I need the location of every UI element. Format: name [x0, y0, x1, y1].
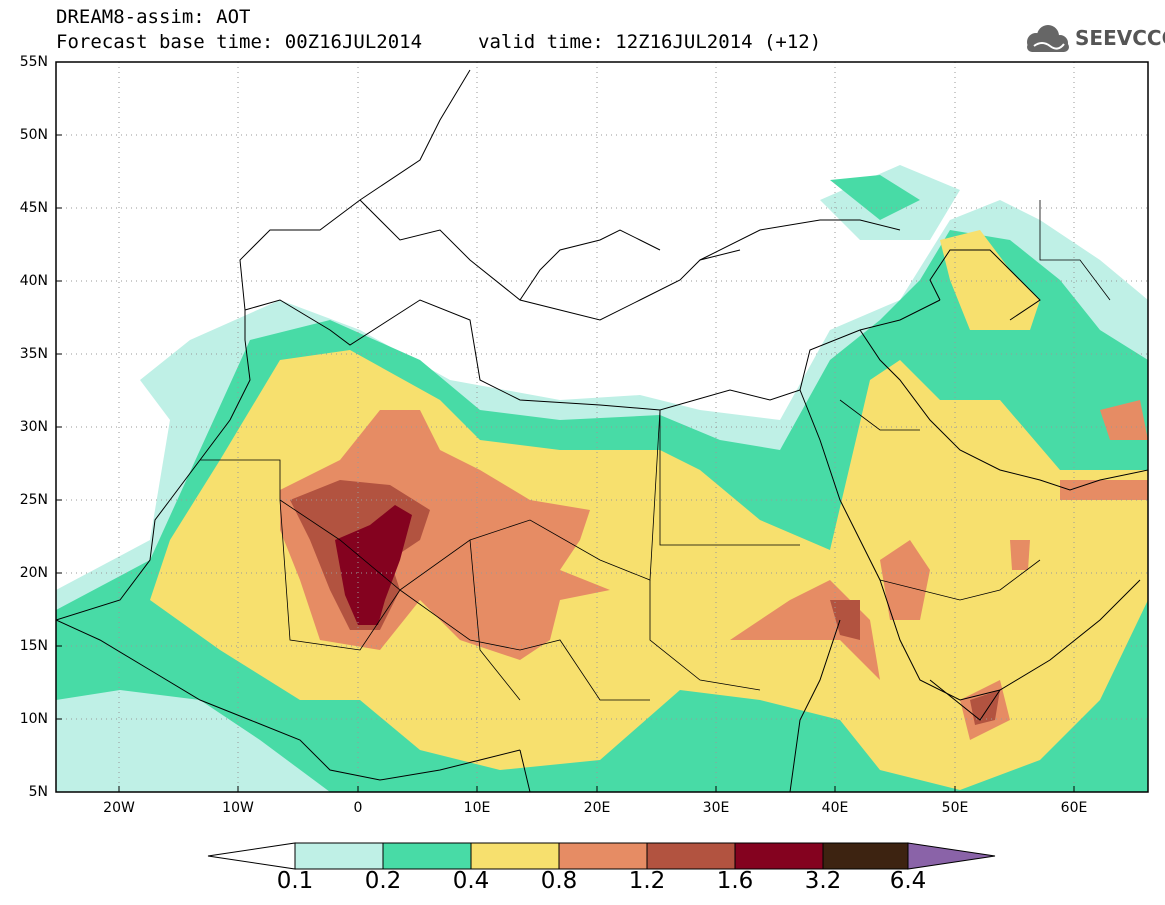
colorbar-bin-5	[646, 842, 736, 870]
grid-lines	[56, 62, 1148, 792]
coastlines	[56, 69, 1148, 792]
cloud-icon	[1027, 25, 1069, 52]
lon-label-20w: 20W	[103, 800, 135, 816]
lat-label-45n: 45N	[19, 200, 48, 216]
lat-label-40n: 40N	[19, 273, 48, 289]
lon-label-10w: 10W	[222, 800, 254, 816]
lon-label-50e: 50E	[941, 800, 969, 816]
colorbar-label-3.2: 3.2	[804, 868, 842, 894]
lat-label-35n: 35N	[19, 346, 48, 362]
logo-text: SEEVCCC	[1075, 26, 1165, 50]
lon-label-40e: 40E	[821, 800, 849, 816]
lat-label-50n: 50N	[19, 127, 48, 143]
colorbar-label-1.6: 1.6	[716, 868, 754, 894]
lon-label-0: 0	[353, 800, 363, 816]
lat-label-5n: 5N	[28, 784, 48, 800]
lat-label-30n: 30N	[19, 419, 48, 435]
colorbar-bin-1	[294, 842, 384, 870]
colorbar-bin-3	[470, 842, 560, 870]
colorbar-under	[207, 842, 296, 870]
lat-label-25n: 25N	[19, 492, 48, 508]
colorbar-label-0.4: 0.4	[452, 868, 490, 894]
lon-label-10e: 10E	[463, 800, 491, 816]
colorbar-bin-4	[558, 842, 648, 870]
colorbar-bin-7	[822, 842, 909, 870]
colorbar-label-1.2: 1.2	[628, 868, 666, 894]
map-title: DREAM8-assim: AOT	[56, 6, 251, 28]
axis-ticks	[56, 134, 1075, 792]
lat-label-15n: 15N	[19, 638, 48, 654]
forecast-base-time: Forecast base time: 00Z16JUL2014	[56, 31, 423, 53]
country-borders	[200, 200, 1111, 701]
contour-1.6	[335, 505, 412, 625]
colorbar-label-6.4: 6.4	[889, 868, 927, 894]
lat-label-20n: 20N	[19, 565, 48, 581]
lon-label-60e: 60E	[1060, 800, 1088, 816]
colorbar-label-0.2: 0.2	[364, 868, 402, 894]
colorbar-bin-6	[734, 842, 824, 870]
colorbar-label-0.1: 0.1	[276, 868, 314, 894]
lon-label-30e: 30E	[702, 800, 730, 816]
colorbar	[207, 842, 996, 870]
colorbar-bin-2	[382, 842, 472, 870]
colorbar-over	[907, 842, 996, 870]
colorbar-label-0.8: 0.8	[540, 868, 578, 894]
lat-label-10n: 10N	[19, 711, 48, 727]
valid-time: valid time: 12Z16JUL2014 (+12)	[478, 31, 822, 53]
lat-label-55n: 55N	[19, 54, 48, 70]
lon-label-20e: 20E	[583, 800, 611, 816]
